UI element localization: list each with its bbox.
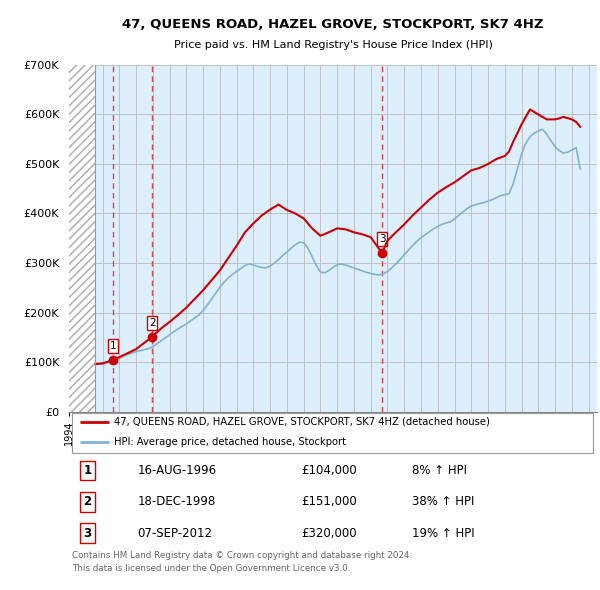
Text: 19% ↑ HPI: 19% ↑ HPI [412, 527, 475, 540]
Text: £320,000: £320,000 [301, 527, 357, 540]
Text: 16-AUG-1996: 16-AUG-1996 [137, 464, 217, 477]
Text: 47, QUEENS ROAD, HAZEL GROVE, STOCKPORT, SK7 4HZ (detached house): 47, QUEENS ROAD, HAZEL GROVE, STOCKPORT,… [114, 417, 490, 427]
Text: Contains HM Land Registry data © Crown copyright and database right 2024.
This d: Contains HM Land Registry data © Crown c… [71, 551, 412, 573]
Text: 2: 2 [83, 496, 92, 509]
Text: £104,000: £104,000 [301, 464, 357, 477]
Text: HPI: Average price, detached house, Stockport: HPI: Average price, detached house, Stoc… [114, 438, 346, 447]
Text: £151,000: £151,000 [301, 496, 357, 509]
Text: 47, QUEENS ROAD, HAZEL GROVE, STOCKPORT, SK7 4HZ: 47, QUEENS ROAD, HAZEL GROVE, STOCKPORT,… [122, 18, 544, 31]
Text: 1: 1 [110, 341, 116, 351]
Text: 18-DEC-1998: 18-DEC-1998 [137, 496, 216, 509]
Text: 2: 2 [149, 318, 155, 328]
Text: 8% ↑ HPI: 8% ↑ HPI [412, 464, 467, 477]
Text: 1: 1 [83, 464, 92, 477]
Text: 07-SEP-2012: 07-SEP-2012 [137, 527, 212, 540]
Text: 38% ↑ HPI: 38% ↑ HPI [412, 496, 475, 509]
Text: 3: 3 [83, 527, 92, 540]
Text: 3: 3 [379, 234, 385, 244]
Text: Price paid vs. HM Land Registry's House Price Index (HPI): Price paid vs. HM Land Registry's House … [173, 40, 493, 50]
